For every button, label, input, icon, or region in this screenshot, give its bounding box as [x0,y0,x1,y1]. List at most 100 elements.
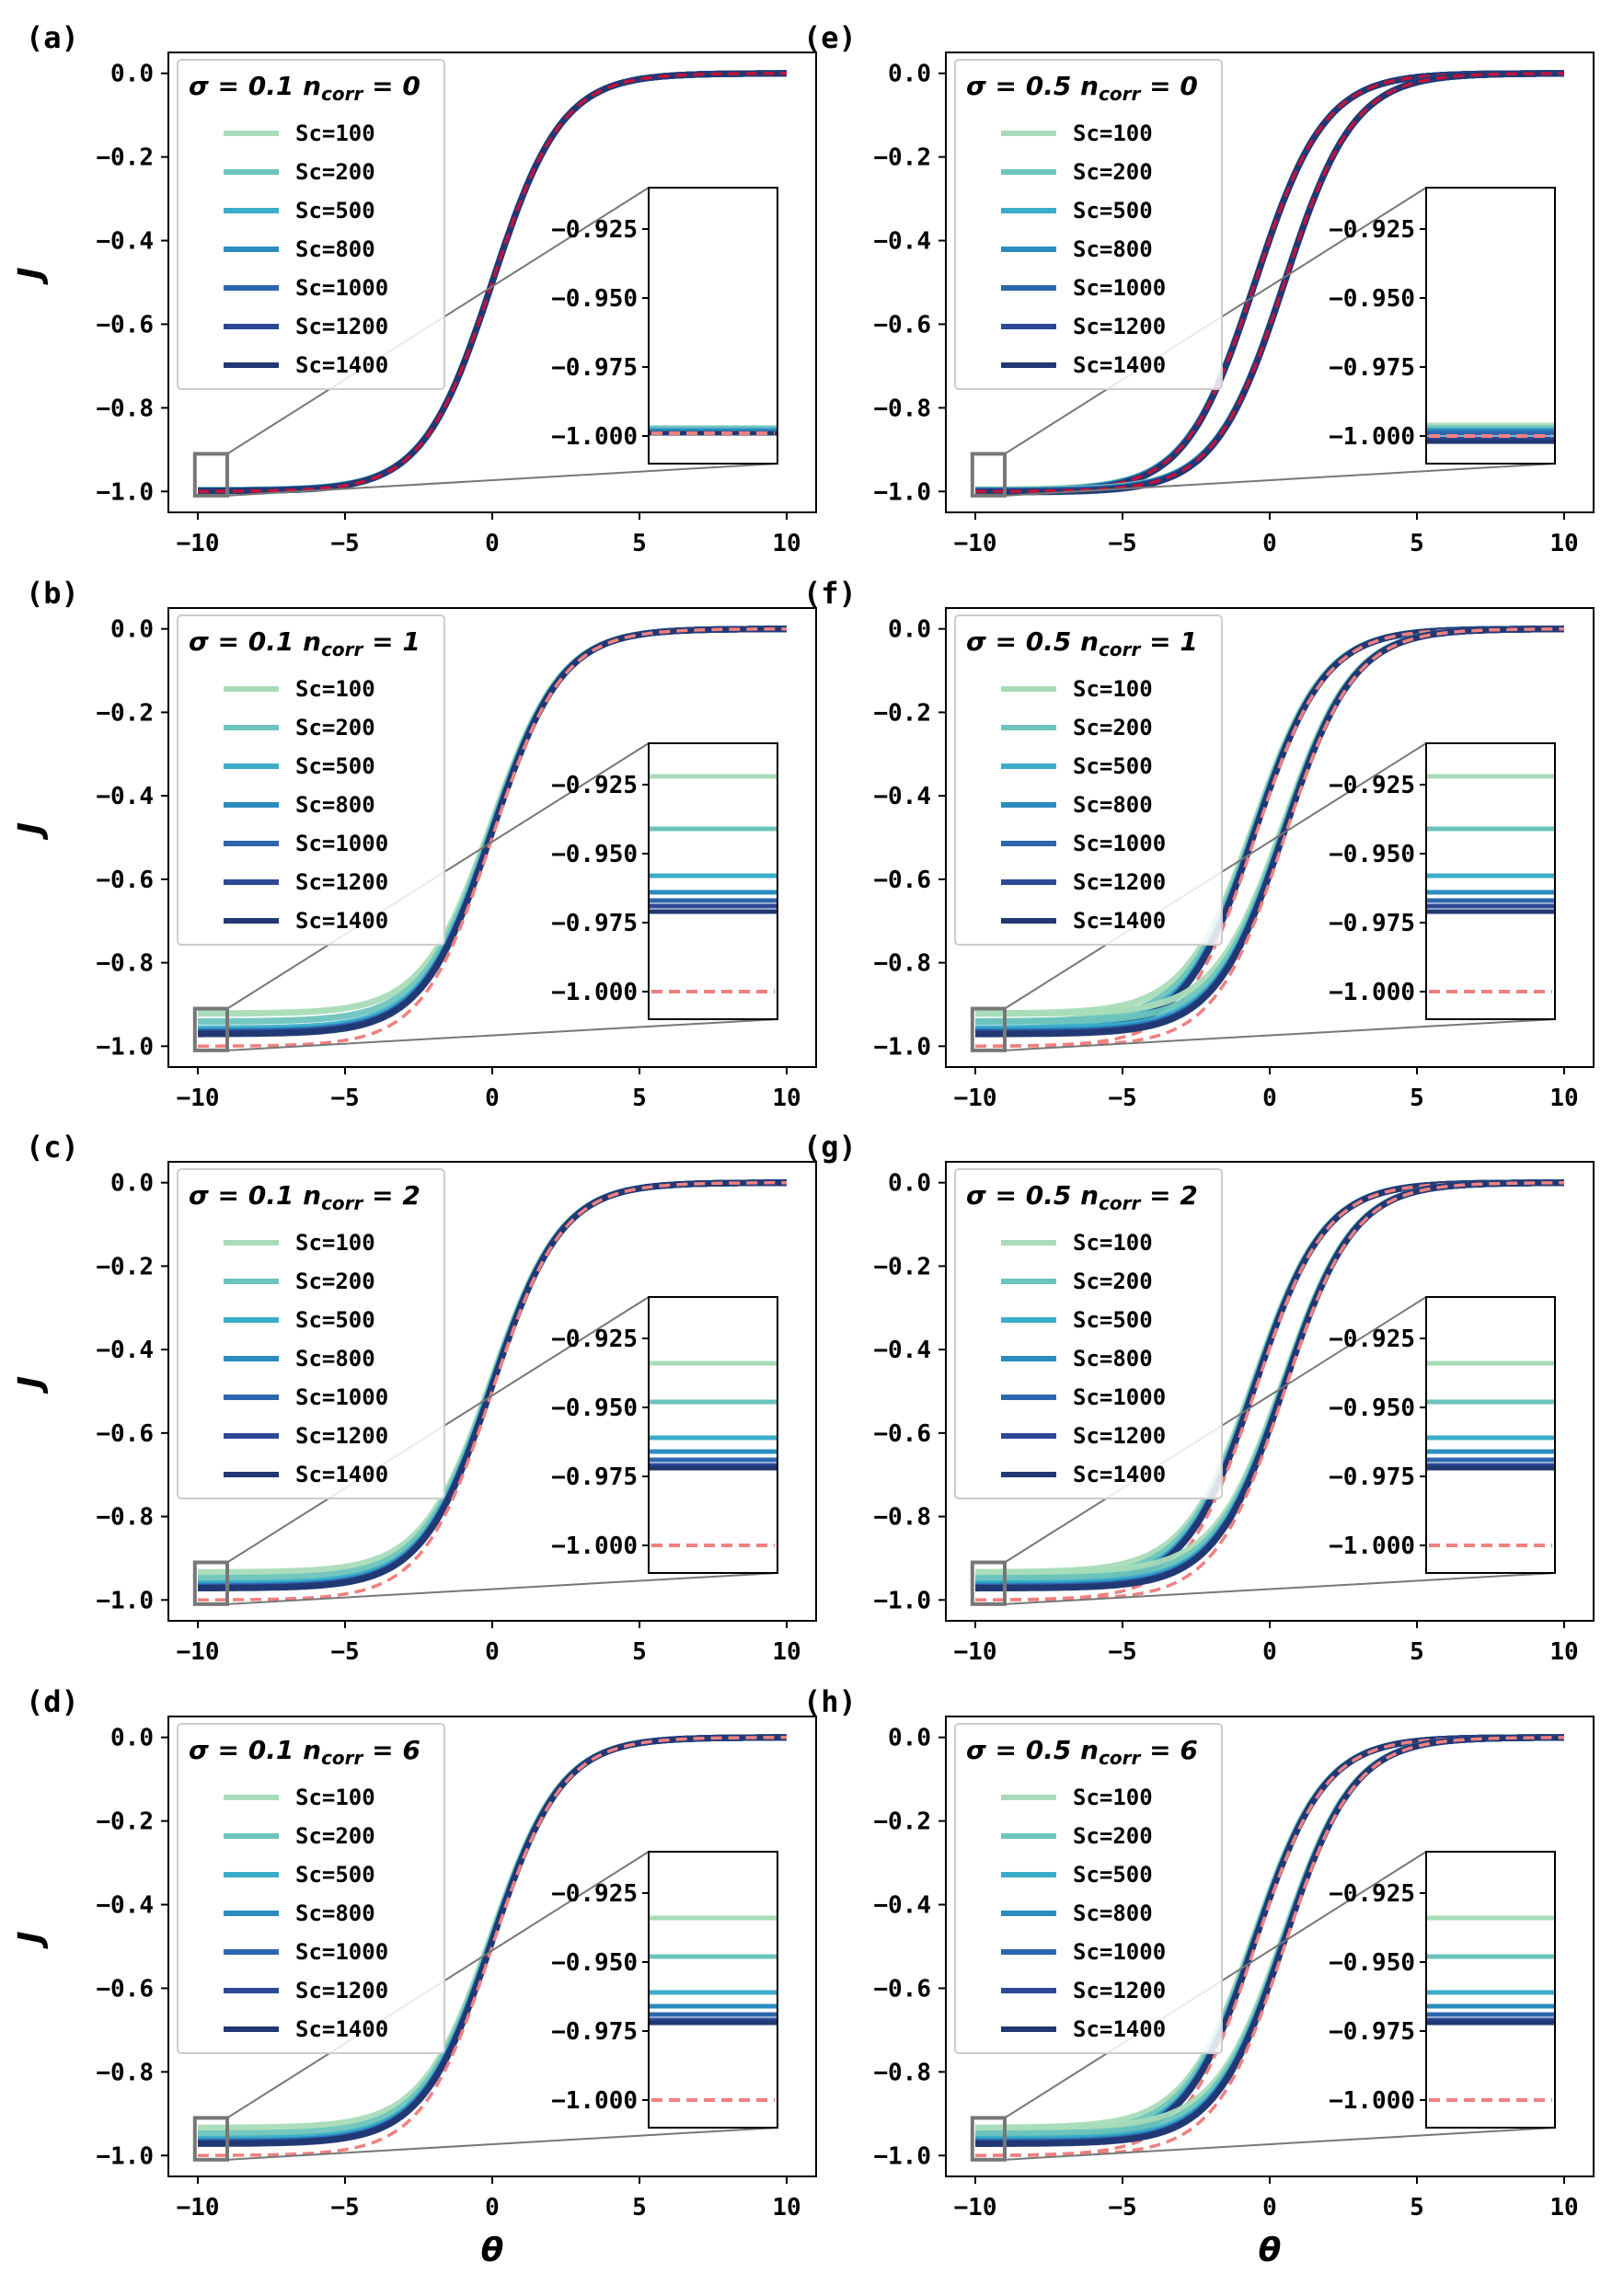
legend-label: Sc=800 [1073,1900,1153,1926]
panel-h: −10 −5 0 5 10 0.0 −0.2 −0.4 −0.6 −0.8 −1.0 −0.925 −0… [803,1684,1595,2269]
y-tick-label: −0.4 [873,1892,931,1920]
y-tick-label: −1.0 [96,1587,154,1614]
x-tick-label: 0 [485,2194,500,2221]
inset-tick-label: −1.000 [551,979,638,1006]
y-tick-label: −0.4 [96,1337,154,1364]
inset-tick-label: −0.925 [551,216,638,244]
inset-tick-label: −0.925 [1329,772,1415,799]
series-line [975,1734,1564,2147]
inset-frame [648,1296,778,1574]
legend-box [954,614,1223,946]
reference-line [975,1181,1564,1602]
curves [198,70,787,495]
inset-frame [648,1851,778,2129]
panel-f: −10 −5 0 5 10 0.0 −0.2 −0.4 −0.6 −0.8 −1.0 −0.925 −0… [803,576,1595,1112]
x-tick-label: 5 [1410,530,1424,557]
legend-label: Sc=1200 [1073,1423,1166,1449]
legend-label: Sc=800 [1073,1346,1153,1372]
inset-frame [1425,1296,1556,1574]
plot-frame [167,1161,817,1622]
y-tick-label: −0.2 [873,144,931,172]
y-tick-label: 0.0 [888,61,931,88]
legend-title: σ = 0.1 ncorr = 1 [189,626,420,660]
x-tick-label: −10 [954,1638,997,1666]
x-tick-label: −5 [1108,1638,1136,1666]
y-tick-label: 0.0 [888,616,931,644]
zoom-connector [226,1018,778,1051]
x-tick-label: 5 [632,530,647,557]
reference-line [975,1736,1564,2157]
y-tick-label: −0.6 [873,1975,931,2003]
legend-label: Sc=1400 [1073,1462,1166,1487]
legend-box [177,1723,445,2054]
legend-label: Sc=1000 [295,831,388,856]
inset-frame [1425,742,1556,1020]
curves [197,1734,787,2157]
legend-box [954,1723,1223,2054]
y-tick-label: −0.4 [873,1337,931,1364]
x-tick-label: 10 [772,1085,800,1112]
legend-label: Sc=200 [295,1269,375,1294]
legend-label: Sc=800 [295,792,375,818]
curves [198,1179,787,1601]
inset-tick-label: −0.950 [1329,1395,1415,1422]
inset-tick-label: −0.950 [551,1949,638,1977]
plot-frame [945,1161,1595,1622]
plot-frame [945,1716,1595,2177]
y-tick-label: −0.2 [873,699,931,727]
x-tick-label: 10 [772,2194,800,2221]
legend-label: Sc=800 [1073,236,1153,262]
x-tick-label: 5 [632,1638,647,1666]
legend-label: Sc=200 [295,715,375,740]
legend-label: Sc=500 [295,1862,375,1888]
legend-title: σ = 0.5 ncorr = 6 [966,1735,1198,1769]
y-tick-label: −0.6 [96,1975,154,2003]
panel-e: −10 −5 0 5 10 0.0 −0.2 −0.4 −0.6 −0.8 −1.0 −0.925 −0… [803,20,1595,557]
x-tick-label: −10 [954,2194,997,2221]
inset-tick-label: −1.000 [1329,2087,1415,2115]
inset-tick-label: −0.950 [1329,1949,1415,1977]
y-tick-label: −0.4 [873,783,931,810]
x-tick-label: −10 [177,1638,220,1666]
plot-frame [167,1716,817,2177]
panel-letter: (g) [803,1130,857,1165]
legend-label: Sc=500 [1073,1307,1153,1333]
y-tick-label: −1.0 [96,2142,154,2170]
panel-letter: (d) [26,1684,79,1719]
x-tick-label: −5 [1108,2194,1136,2221]
y-tick-label: −0.6 [873,311,931,339]
plot-frame [945,52,1595,513]
y-tick-label: −0.8 [96,395,154,422]
legend-label: Sc=200 [1073,1823,1153,1849]
inset-tick-label: −0.950 [1329,285,1415,313]
legend-label: Sc=500 [1073,753,1153,779]
reference-line [975,627,1564,1049]
y-tick-label: −0.4 [96,783,154,810]
legend-label: Sc=1200 [295,869,388,895]
panel-d: −10 −5 0 5 10 0.0 −0.2 −0.4 −0.6 −0.8 −1.0 −0.925 −0… [12,1684,817,2269]
y-axis-label: J [12,267,50,284]
zoom-connector [1004,2127,1556,2161]
y-tick-label: −0.2 [96,1808,154,1836]
zoom-connector [226,463,778,497]
series-line [198,626,787,1038]
inset-tick-label: −0.925 [551,772,638,799]
zoom-connector [1004,1018,1556,1051]
legend-title: σ = 0.1 ncorr = 0 [189,71,420,105]
y-tick-label: −0.8 [96,1504,154,1532]
x-tick-label: 0 [1262,1638,1277,1666]
x-tick-label: 10 [1549,2194,1578,2221]
y-tick-label: −1.0 [873,1587,931,1614]
inset-tick-label: −0.925 [1329,1880,1415,1908]
legend-label: Sc=500 [1073,198,1153,224]
plot-frame [167,52,817,513]
x-tick-label: 0 [485,1638,500,1666]
x-tick-label: 5 [1410,1638,1424,1666]
legend-label: Sc=100 [295,1785,375,1810]
y-axis-label: J [12,1931,50,1948]
x-tick-label: 10 [772,530,800,557]
y-tick-label: 0.0 [110,1725,154,1752]
inset-tick-label: −1.000 [1329,979,1415,1006]
curves [974,1179,1564,1602]
